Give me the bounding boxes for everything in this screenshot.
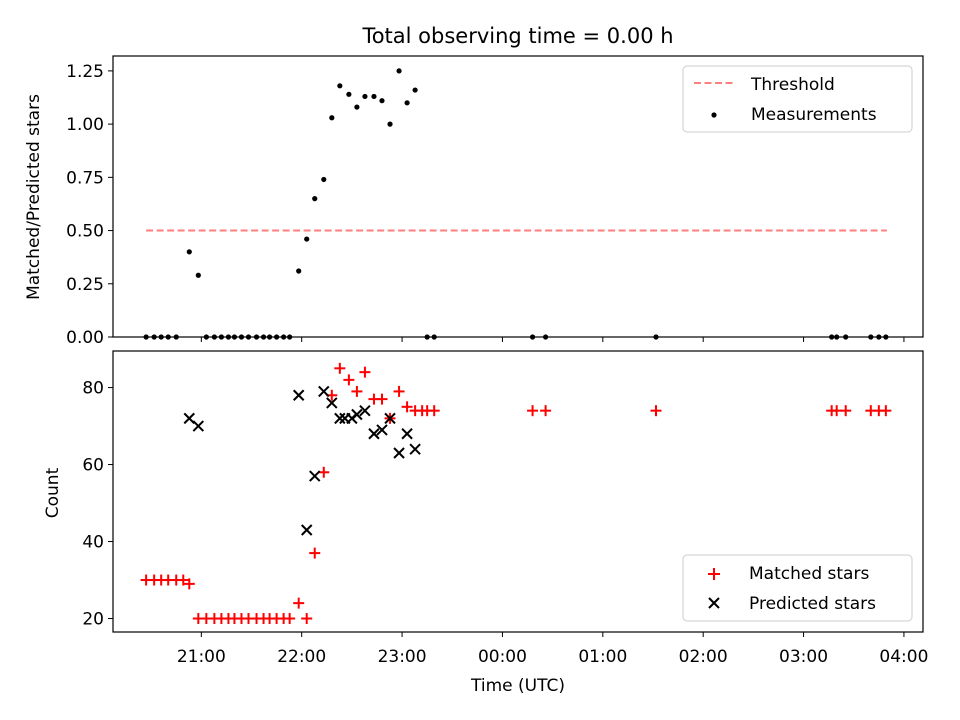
x-tick-label: 00:00 [478,647,527,667]
matched-star-point [293,597,305,609]
matched-star-point [540,405,552,417]
matched-star-point [880,405,892,417]
legend-predicted-label: Predicted stars [749,594,876,614]
y-tick-label: 80 [82,379,104,399]
measurement-point [337,83,343,89]
measurement-point [412,87,418,93]
matched-star-point [309,547,321,559]
measurement-point [396,68,402,74]
y-tick-label: 60 [82,456,104,476]
matched-star-point [343,374,355,386]
predicted-star-point [401,428,413,440]
matched-star-point [393,385,405,397]
measurement-point [195,272,201,278]
measurement-point [404,100,410,106]
matched-star-point [401,401,413,413]
measurement-point [362,93,368,100]
y-tick-label: 0.50 [66,222,104,242]
predicted-star-point [301,524,313,536]
bottom-axes-frame [112,350,924,633]
measurement-point [371,93,377,100]
top-legend: Threshold Measurements [682,65,913,133]
matched-star-point [428,405,440,417]
matched-star-point [183,578,195,590]
predicted-star-point [409,443,421,455]
matched-star-point [840,405,852,417]
predicted-star-point [326,397,338,409]
y-tick-label: 0.75 [66,168,104,188]
x-tick-label: 01:00 [578,647,627,667]
x-tick-label: 04:00 [879,647,928,667]
matched-star-point [376,393,388,405]
measurement-point [186,249,192,255]
predicted-star-point [368,428,380,440]
bottom-y-axis-label: Count [43,467,63,518]
chart-title: Total observing time = 0.00 h [361,24,673,48]
legend-matched-swatch [708,568,720,580]
x-tick-label: 02:00 [679,647,728,667]
x-tick-label: 03:00 [779,647,828,667]
measurement-point [312,196,318,202]
matched-star-point [301,613,313,625]
measurement-point [354,104,360,110]
y-tick-label: 20 [82,610,104,630]
predicted-star-point [384,412,396,425]
y-tick-label: 0.00 [66,328,104,348]
legend-matched-label: Matched stars [749,564,869,584]
legend-predicted-swatch [708,597,720,609]
bottom-legend-box [682,554,913,622]
measurement-point [321,176,327,183]
top-axes-frame [112,55,924,338]
legend-measurements-label: Measurements [751,105,877,125]
top-y-axis-label: Matched/Predicted stars [24,94,44,300]
x-tick-label: 22:00 [277,647,326,667]
bottom-panel: 20 40 60 80 21:00 22:00 23:00 00:00 01:00 02:00 03… [43,350,928,696]
measurement-point [387,121,393,127]
predicted-star-point [318,385,330,398]
predicted-star-point [292,389,305,401]
predicted-star-point [351,408,363,421]
x-tick-label: 23:00 [378,647,427,667]
matched-star-point [177,574,189,586]
measurement-point [329,115,335,121]
legend-measurements-swatch [711,112,717,118]
legend-threshold-label: Threshold [750,75,835,95]
predicted-star-point [359,404,371,417]
measurement-point [304,236,310,242]
measurement-point [379,98,385,104]
y-tick-label: 1.25 [66,62,104,82]
predicted-star-point [376,424,388,436]
y-tick-label: 40 [82,533,104,553]
matched-star-point [351,385,363,397]
matched-star-point [359,366,371,378]
measurement-point [296,268,302,274]
x-axis-label: Time (UTC) [470,676,565,696]
top-legend-box [682,65,913,133]
top-panel: 0.00 0.25 0.50 0.75 1.00 1.25 Matched/Predict… [24,55,924,348]
measurement-point [346,91,352,97]
matched-star-point [334,362,346,374]
predicted-star-point [192,420,205,432]
bottom-legend: Matched stars Predicted stars [682,554,913,622]
x-tick-label: 21:00 [177,647,226,667]
y-tick-label: 1.00 [66,115,104,135]
predicted-star-point [393,447,405,459]
matched-star-point [650,405,662,417]
matched-star-point [527,405,539,417]
matched-star-point [284,613,296,625]
matched-star-point [318,466,330,478]
predicted-star-point [309,470,321,482]
y-tick-label: 0.25 [66,275,104,295]
predicted-star-point [334,412,346,425]
predicted-star-point [183,412,195,425]
